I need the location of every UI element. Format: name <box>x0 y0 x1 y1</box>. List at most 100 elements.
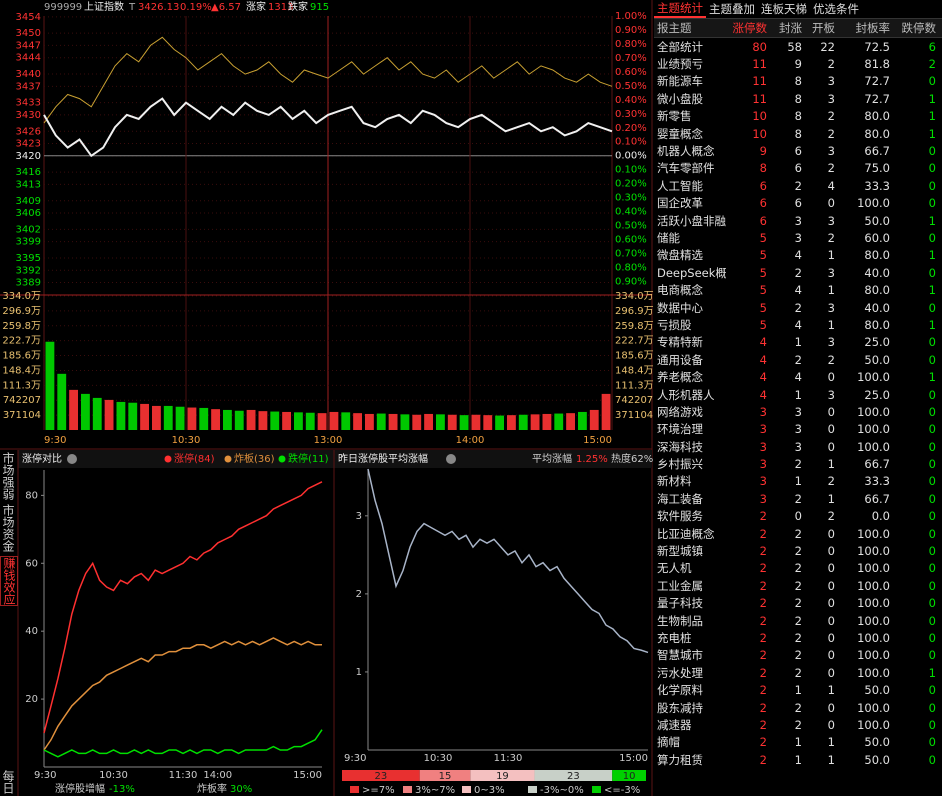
table-row[interactable]: 海工装备 3 2 1 66.7 0 <box>654 490 942 507</box>
table-row[interactable]: 工业金属 2 2 0 100.0 0 <box>654 577 942 594</box>
table-row[interactable]: 微小盘股 11 8 3 72.7 1 <box>654 90 942 107</box>
side-tab[interactable]: 市场资金 <box>1 504 15 552</box>
table-cell: 8 <box>759 161 767 176</box>
column-header[interactable]: 跌停数 <box>901 21 937 35</box>
y2-tick-label: 0.70% <box>615 53 647 64</box>
table-row[interactable]: 人工智能 6 2 4 33.3 0 <box>654 177 942 194</box>
table-row[interactable]: 减速器 2 2 0 100.0 0 <box>654 716 942 733</box>
tab[interactable]: 连板天梯 <box>761 2 807 16</box>
table-cell: 3 <box>794 439 802 454</box>
tab[interactable]: 主题叠加 <box>709 2 755 16</box>
table-row[interactable]: 新能源车 11 8 3 72.7 0 <box>654 73 942 90</box>
table-cell: 80.0 <box>864 126 890 141</box>
table-row[interactable]: 业绩预亏 11 9 2 81.8 2 <box>654 55 942 72</box>
table-row[interactable]: 电商概念 5 4 1 80.0 1 <box>654 281 942 298</box>
table-row[interactable]: 污水处理 2 2 0 100.0 1 <box>654 664 942 681</box>
y2-tick-label: 0.80% <box>615 39 647 50</box>
y-tick-label: 20 <box>25 694 38 705</box>
y-tick-label: 3426 <box>16 126 41 137</box>
table-row[interactable]: 专精特新 4 1 3 25.0 0 <box>654 334 942 351</box>
table-row[interactable]: 养老概念 4 4 0 100.0 1 <box>654 368 942 385</box>
table-cell: 80.0 <box>864 317 890 332</box>
table-row[interactable]: 充电桩 2 2 0 100.0 0 <box>654 629 942 646</box>
volume-bar <box>518 414 528 430</box>
table-row[interactable]: 比亚迪概念 2 2 0 100.0 0 <box>654 525 942 542</box>
table-cell: 100.0 <box>857 544 890 559</box>
column-header[interactable]: 涨停数 <box>732 21 768 35</box>
side-tab[interactable]: 赚钱效应 <box>0 556 18 606</box>
volume-bar <box>223 409 232 430</box>
table-row[interactable]: 乡村振兴 3 2 1 66.7 0 <box>654 455 942 472</box>
column-header[interactable]: 报主题 <box>657 21 692 35</box>
table-row[interactable]: 网络游戏 3 3 0 100.0 0 <box>654 403 942 420</box>
footer-value: -13% <box>109 784 135 795</box>
table-row[interactable]: 新型城镇 2 2 0 100.0 0 <box>654 542 942 559</box>
info-icon[interactable] <box>446 454 456 464</box>
volume-bar <box>436 414 445 430</box>
table-row[interactable]: 化学原料 2 1 1 50.0 0 <box>654 681 942 698</box>
volume-bar <box>175 406 185 430</box>
y-tick-label: 3 <box>356 511 362 522</box>
table-cell: 66.7 <box>864 457 890 472</box>
table-row[interactable]: 无人机 2 2 0 100.0 0 <box>654 560 942 577</box>
side-tab[interactable]: 每日 <box>1 770 15 794</box>
table-row[interactable]: 国企改革 6 6 0 100.0 0 <box>654 195 942 212</box>
table-cell: 100.0 <box>857 404 890 419</box>
column-header[interactable]: 封板率 <box>855 21 891 35</box>
volume-bar <box>163 405 173 430</box>
y-tick-label: 3423 <box>16 139 41 150</box>
volume-bar <box>578 411 587 430</box>
volume-bar <box>329 411 339 430</box>
table-row[interactable]: 婴童概念 10 8 2 80.0 1 <box>654 125 942 142</box>
volume-tick-label: 371104 <box>615 410 653 421</box>
table-row[interactable]: 活跃小盘非融 6 3 3 50.0 1 <box>654 212 942 229</box>
table-row[interactable]: 环境治理 3 3 0 100.0 0 <box>654 421 942 438</box>
volume-bar <box>270 411 280 430</box>
table-row[interactable]: 汽车零部件 8 6 2 75.0 0 <box>654 160 942 177</box>
table-row[interactable]: 机器人概念 9 6 3 66.7 0 <box>654 142 942 159</box>
table-cell: 6 <box>794 144 802 159</box>
table-row[interactable]: 摘帽 2 1 1 50.0 0 <box>654 734 942 751</box>
column-header[interactable]: 开板 <box>812 21 835 35</box>
table-cell: 4 <box>759 387 767 402</box>
table-row[interactable]: 量子科技 2 2 0 100.0 0 <box>654 595 942 612</box>
side-tab[interactable]: 市场强弱 <box>1 452 15 500</box>
info-icon[interactable] <box>67 454 77 464</box>
table-row[interactable]: 全部统计 80 58 22 72.5 6 <box>654 38 942 55</box>
table-cell: 0 <box>827 561 835 576</box>
table-row[interactable]: 深海科技 3 3 0 100.0 0 <box>654 438 942 455</box>
x-tick-label: 9:30 <box>344 753 366 764</box>
tab[interactable]: 主题统计 <box>654 0 706 18</box>
table-row[interactable]: 微盘精选 5 4 1 80.0 1 <box>654 247 942 264</box>
table-cell: 婴童概念 <box>657 126 703 141</box>
table-row[interactable]: 股东减持 2 2 0 100.0 0 <box>654 699 942 716</box>
table-cell: 6 <box>928 39 936 54</box>
table-cell: 25.0 <box>864 335 890 350</box>
table-row[interactable]: 智慧城市 2 2 0 100.0 0 <box>654 647 942 664</box>
table-row[interactable]: 生物制品 2 2 0 100.0 0 <box>654 612 942 629</box>
table-row[interactable]: 亏损股 5 4 1 80.0 1 <box>654 316 942 333</box>
column-header[interactable]: 封涨 <box>779 21 802 35</box>
table-row[interactable]: 数据中心 5 2 3 40.0 0 <box>654 299 942 316</box>
header-flag: T <box>128 2 136 13</box>
table-cell: 58 <box>787 39 802 54</box>
table-cell: 1 <box>794 735 802 750</box>
table-row[interactable]: DeepSeek概念 5 2 3 40.0 0 <box>654 264 942 281</box>
table-row[interactable]: 通用设备 4 2 2 50.0 0 <box>654 351 942 368</box>
tab[interactable]: 优选条件 <box>813 2 859 16</box>
table-cell: 0 <box>827 630 835 645</box>
heat-count: 23 <box>567 771 580 782</box>
table-row[interactable]: 算力租赁 2 1 1 50.0 0 <box>654 751 942 768</box>
table-cell: 2 <box>759 544 767 559</box>
table-row[interactable]: 软件服务 2 0 2 0.0 0 <box>654 508 942 525</box>
table-cell: 2 <box>794 544 802 559</box>
table-cell: 2 <box>827 352 835 367</box>
table-cell: 新零售 <box>657 109 692 124</box>
table-row[interactable]: 新零售 10 8 2 80.0 1 <box>654 108 942 125</box>
volume-bar <box>199 407 209 430</box>
table-row[interactable]: 新材料 3 1 2 33.3 0 <box>654 473 942 490</box>
table-row[interactable]: 储能 5 3 2 60.0 0 <box>654 229 942 246</box>
series-line <box>43 729 323 758</box>
table-cell: 3 <box>759 474 767 489</box>
table-row[interactable]: 人形机器人 4 1 3 25.0 0 <box>654 386 942 403</box>
